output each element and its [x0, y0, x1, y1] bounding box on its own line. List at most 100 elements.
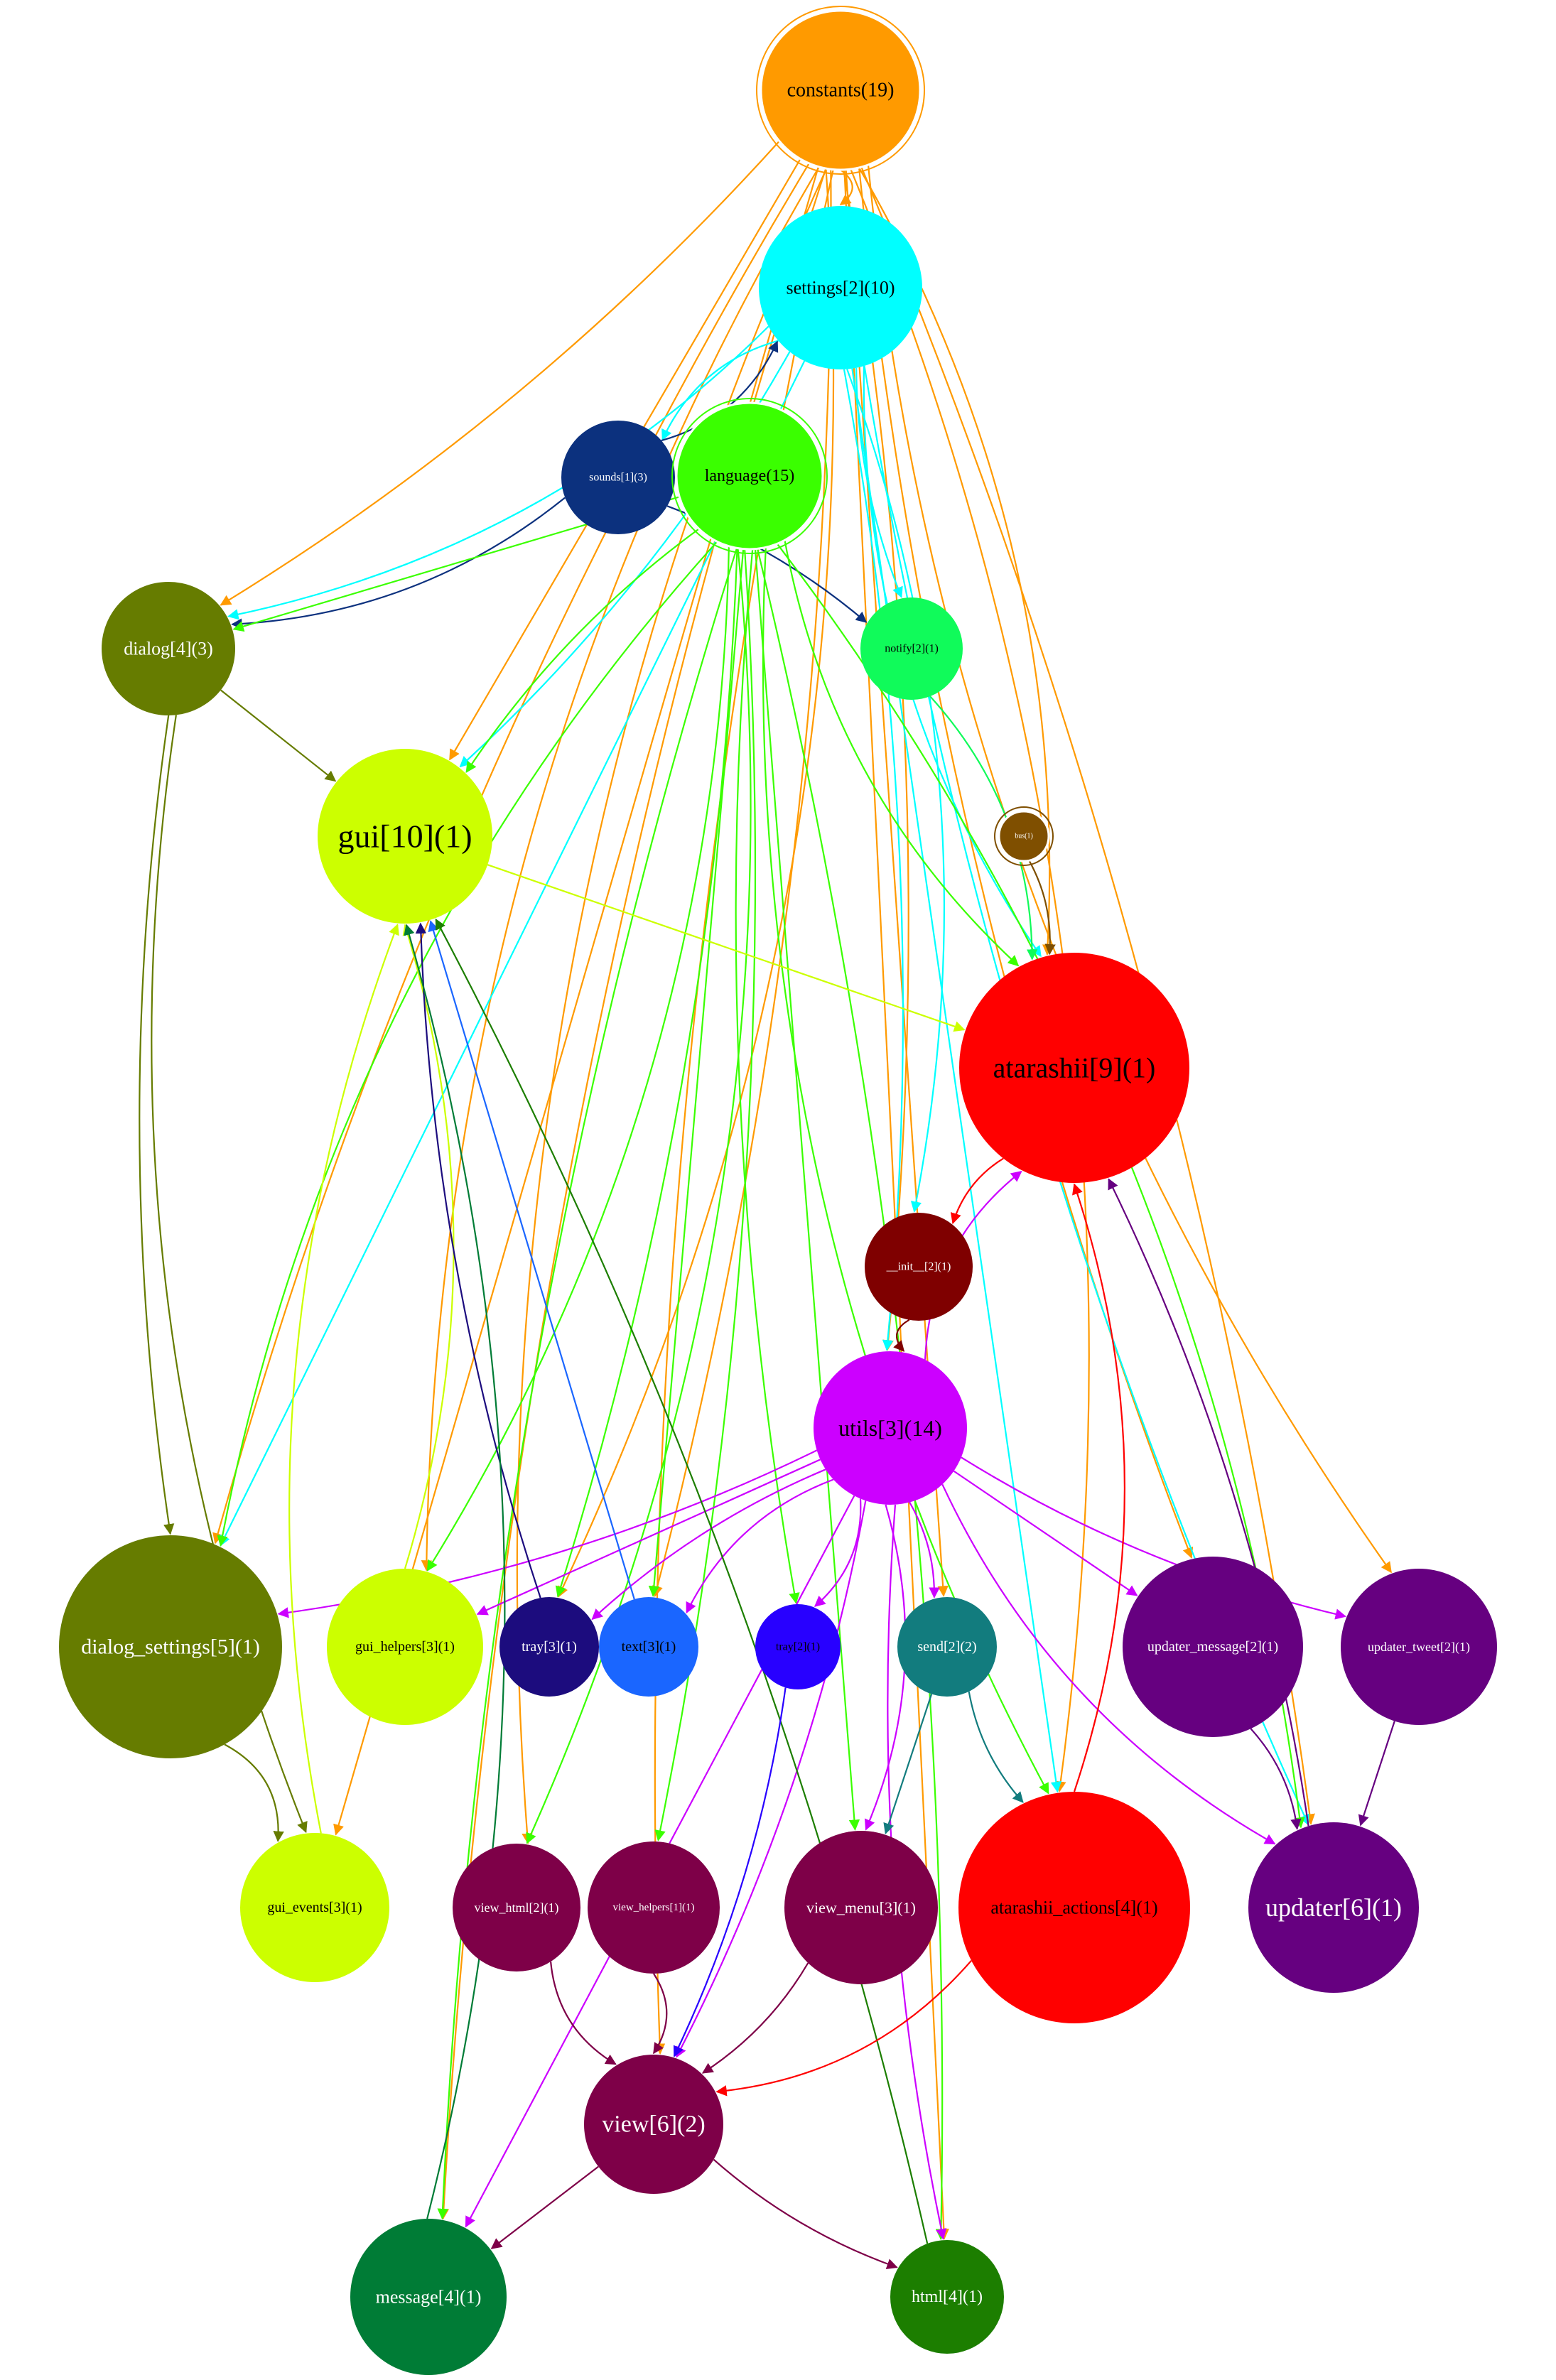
node-text-circle [599, 1597, 698, 1697]
node-language: language(15) [671, 398, 828, 554]
node-updater_tweet-circle [1341, 1569, 1497, 1725]
node-view_helpers: view_helpers[1](1) [588, 1841, 720, 1974]
edge-constants-to-dialog [220, 140, 780, 606]
node-updater_tweet: updater_tweet[2](1) [1341, 1569, 1497, 1725]
node-bus: bus(1) [994, 806, 1054, 866]
edge-language-to-gui_helpers [426, 546, 730, 1572]
node-view_helpers-label: view_helpers[1](1) [613, 1902, 695, 1913]
node-view_menu: view_menu[3](1) [784, 1831, 938, 1984]
node-dialog_settings-label: dialog_settings[5](1) [81, 1635, 260, 1659]
node-view_helpers-circle [588, 1841, 720, 1974]
node-tray-circle [499, 1597, 599, 1697]
node-settings-label: settings[2](10) [786, 278, 895, 298]
edge-gui-to-atarashii [487, 864, 966, 1032]
edge-language-to-gui [465, 528, 700, 773]
node-updater_message: updater_message[2](1) [1123, 1557, 1303, 1737]
node-gui_helpers-label: gui_helpers[3](1) [355, 1639, 455, 1655]
node-dialog_settings: dialog_settings[5](1) [59, 1535, 282, 1758]
edge-utils-to-tray2 [814, 1498, 862, 1607]
node-dialog: dialog[4](3) [102, 582, 235, 715]
edge-gui_events-to-gui [288, 924, 399, 1834]
edge-language-to-dialog_settings [217, 541, 718, 1547]
node-utils-label: utils[3](14) [838, 1415, 942, 1441]
node-gui: gui[10](1) [318, 749, 492, 924]
node-gui_events-label: gui_events[3](1) [267, 1900, 362, 1915]
edge-init-to-utils [893, 1319, 910, 1352]
node-send-label: send[2](2) [917, 1639, 976, 1655]
edge-constants-to-dialog_settings [212, 163, 810, 1545]
edge-text-to-gui [428, 920, 635, 1600]
node-message-circle [350, 2219, 507, 2375]
node-tray2-label: tray[2](1) [776, 1641, 820, 1653]
node-settings-circle [759, 206, 922, 369]
node-view_html-circle [453, 1844, 580, 1971]
node-gui_helpers: gui_helpers[3](1) [327, 1569, 483, 1725]
edge-bus-to-atarashii [1028, 860, 1056, 956]
node-view: view[6](2) [584, 2055, 723, 2194]
node-updater-label: updater[6](1) [1265, 1893, 1402, 1922]
node-message-label: message[4](1) [376, 2287, 482, 2308]
node-gui-circle [318, 749, 492, 924]
node-language-circle [675, 401, 824, 551]
node-text: text[3](1) [599, 1597, 698, 1697]
edge-constants-to-updater_tweet [867, 164, 1392, 1574]
edge-settings-to-atarashii_actions [851, 368, 1062, 1793]
node-utils: utils[3](14) [814, 1351, 967, 1505]
edge-constants-to-text [652, 169, 832, 1597]
node-language-label: language(15) [705, 467, 795, 485]
node-tray: tray[3](1) [499, 1597, 599, 1697]
edge-message-to-gui [404, 924, 506, 2219]
node-atarashii_actions: atarashii_actions[4](1) [958, 1792, 1190, 2023]
edge-language-to-tray [555, 548, 738, 1598]
edge-atarashii-to-init [950, 1157, 1004, 1225]
edge-view_menu-to-view [701, 1962, 809, 2074]
node-tray-label: tray[3](1) [522, 1639, 577, 1655]
node-dialog-circle [102, 582, 235, 715]
node-gui_events-circle [240, 1833, 389, 1982]
edge-constants-to-gui_helpers [421, 166, 820, 1572]
node-constants-circle [760, 9, 922, 171]
edge-settings-to-sounds [661, 340, 779, 441]
edge-utils-to-view [676, 1500, 867, 2058]
node-sounds: sounds[1](3) [561, 421, 675, 534]
node-html-circle [890, 2240, 1004, 2354]
edge-gui_helpers-to-gui [402, 924, 455, 1569]
node-updater_message-circle [1123, 1557, 1303, 1737]
edge-view-to-html [713, 2158, 898, 2270]
edge-utils-to-tray [591, 1468, 826, 1621]
node-send-circle [897, 1597, 997, 1697]
node-text-label: text[3](1) [622, 1639, 676, 1655]
node-gui_helpers-circle [327, 1569, 483, 1725]
node-constants-outer-ring [756, 6, 925, 175]
node-sounds-label: sounds[1](3) [589, 472, 647, 484]
nodes-layer: constants(19) settings[2](10) sounds[1](3)… [59, 6, 1497, 2375]
node-bus-outer-ring [994, 806, 1054, 866]
edge-atarashii_actions-to-view [715, 1959, 972, 2097]
edge-settings-to-utils [843, 369, 904, 1351]
edge-view-to-message [490, 2165, 599, 2249]
node-updater-circle [1248, 1822, 1419, 1993]
node-html-label: html[4](1) [912, 2288, 983, 2306]
edge-dialog-to-dialog_settings [139, 715, 175, 1535]
edge-utils-to-updater_message [953, 1470, 1138, 1596]
node-init-label: __init__[2](1) [886, 1261, 951, 1273]
node-atarashii_actions-label: atarashii_actions[4](1) [990, 1898, 1157, 1918]
node-constants-label: constants(19) [787, 80, 895, 102]
edge-dialog-to-gui [220, 689, 337, 782]
edge-language-to-atarashii [784, 540, 1020, 967]
edge-send-to-atarashii_actions [968, 1691, 1024, 1803]
edge-constants-to-tray [558, 168, 835, 1598]
node-dialog-label: dialog[4](3) [124, 639, 213, 659]
node-html: html[4](1) [890, 2240, 1004, 2354]
node-notify-circle [860, 597, 963, 700]
node-notify-label: notify[2](1) [885, 643, 939, 655]
node-bus-label: bus(1) [1015, 833, 1033, 840]
node-message: message[4](1) [350, 2219, 507, 2375]
node-sounds-circle [561, 421, 675, 534]
node-init-circle [865, 1213, 973, 1321]
edge-tray2-to-view [673, 1687, 787, 2057]
node-view_menu-label: view_menu[3](1) [806, 1899, 916, 1917]
node-settings: settings[2](10) [759, 206, 922, 369]
edge-utils-to-send [909, 1501, 940, 1599]
